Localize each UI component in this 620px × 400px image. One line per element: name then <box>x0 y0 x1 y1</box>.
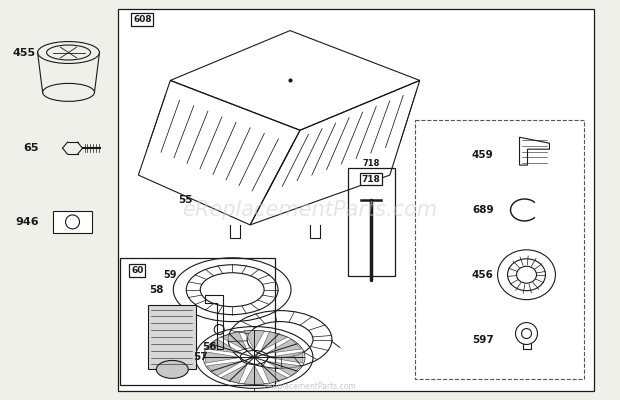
Text: 459: 459 <box>472 150 494 160</box>
Text: 946: 946 <box>15 217 38 227</box>
Polygon shape <box>261 364 288 384</box>
Polygon shape <box>206 339 242 354</box>
Text: 57: 57 <box>193 352 208 362</box>
Polygon shape <box>244 365 265 384</box>
Text: 455: 455 <box>12 48 35 58</box>
Polygon shape <box>206 361 242 376</box>
Polygon shape <box>244 331 265 350</box>
Polygon shape <box>268 352 303 363</box>
Text: 608: 608 <box>133 15 152 24</box>
Text: 59: 59 <box>163 270 177 280</box>
Text: 60: 60 <box>131 266 144 275</box>
Ellipse shape <box>156 360 188 378</box>
Text: eReplacementParts.com: eReplacementParts.com <box>182 200 438 220</box>
Polygon shape <box>266 339 301 354</box>
Polygon shape <box>261 331 288 351</box>
Bar <box>118 9 595 391</box>
Text: 456: 456 <box>472 270 494 280</box>
Polygon shape <box>205 352 240 363</box>
Text: 55: 55 <box>178 195 192 205</box>
Bar <box>148 305 197 370</box>
Bar <box>120 258 275 385</box>
Polygon shape <box>266 361 301 376</box>
Bar <box>348 168 395 276</box>
Bar <box>53 211 92 233</box>
Polygon shape <box>221 364 247 384</box>
Text: 58: 58 <box>149 285 163 295</box>
Polygon shape <box>221 331 247 351</box>
Text: eReplacementParts.com: eReplacementParts.com <box>264 382 356 391</box>
Text: 718: 718 <box>361 174 380 184</box>
Bar <box>415 120 585 379</box>
Text: 56: 56 <box>202 342 216 352</box>
Text: 597: 597 <box>472 334 494 344</box>
Text: 689: 689 <box>472 205 494 215</box>
Text: 65: 65 <box>23 143 38 153</box>
Text: 718: 718 <box>362 159 379 168</box>
